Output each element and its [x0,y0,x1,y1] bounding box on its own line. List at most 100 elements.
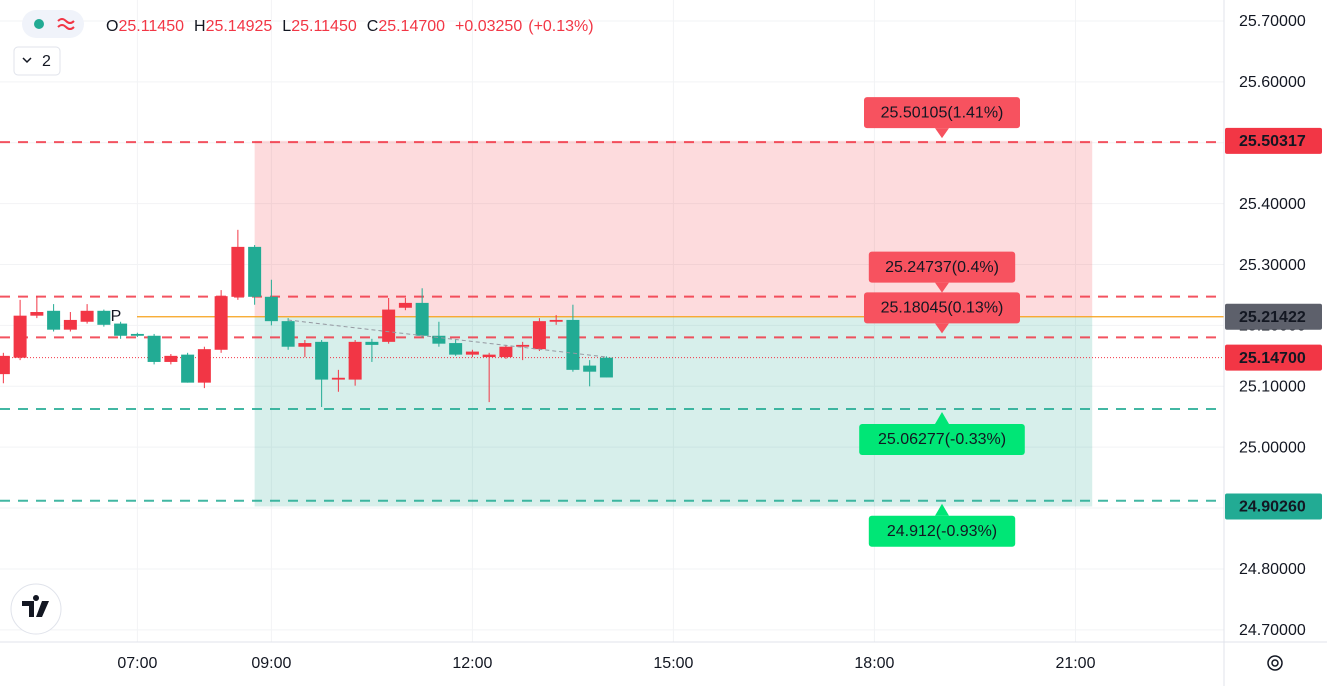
candle-body [465,351,479,355]
candle-body [30,312,44,316]
candle-body [449,343,463,355]
status-pill[interactable] [22,10,84,38]
level-label-box [868,515,1016,547]
price-tag-label: 25.21422 [1239,309,1306,326]
candle-body [47,310,61,330]
candle-body [0,355,10,375]
y-tick-label: 25.00000 [1239,439,1306,456]
settings-button[interactable] [1267,655,1283,671]
candle-body [365,341,379,345]
level-label: 25.18045(0.13%) [864,292,1020,334]
marker-label: P [111,308,122,325]
candle-body [63,319,77,330]
level-label-text: 25.06277(-0.33%) [878,431,1006,448]
y-tick-label: 24.80000 [1239,561,1306,578]
candle-body [281,321,295,347]
level-label-text: 25.18045(0.13%) [881,300,1004,317]
candle-body [197,349,211,383]
x-tick-label: 15:00 [653,655,693,672]
candle-body [599,357,613,378]
candle-body [214,296,228,350]
candle-body [147,335,161,362]
price-tag [1225,344,1322,371]
level-label-box [859,423,1025,455]
candle-body [181,354,195,383]
indicator-count: 2 [42,53,51,70]
price-tag [1225,493,1322,520]
price-tag-label: 24.90260 [1239,499,1306,516]
y-tick-label: 24.70000 [1239,622,1306,639]
level-label: 24.912(-0.93%) [868,503,1016,547]
candle-body [97,310,111,325]
price-tag-label: 25.14700 [1239,350,1306,367]
price-tag [1225,303,1322,330]
status-dot [34,19,44,29]
level-label-pointer [935,323,949,334]
x-tick-label: 21:00 [1055,655,1095,672]
gear-icon [1271,659,1279,667]
level-label: 25.06277(-0.33%) [859,411,1025,455]
x-tick-label: 09:00 [251,655,291,672]
level-label-pointer [935,128,949,139]
candle-body [80,310,94,322]
trend-line [287,319,607,358]
candle-body [398,302,412,308]
level-label: 25.50105(1.41%) [864,97,1020,139]
y-tick-label: 25.30000 [1239,257,1306,274]
indicator-toggle[interactable] [13,46,61,76]
y-tick-label: 25.10000 [1239,379,1306,396]
level-labels: 25.50105(1.41%) 25.24737(0.4%) 25.18045(0.… [859,97,1025,547]
logo [22,594,49,617]
level-label-box [864,97,1020,129]
candle-body [315,341,329,380]
candle-body [13,315,27,358]
profit-zone [254,140,1093,317]
candle-body [264,296,278,322]
candle-body [532,321,546,350]
y-tick-label: 25.70000 [1239,13,1306,30]
candle-body [566,319,580,370]
level-label-pointer [935,503,949,516]
price-tag [1225,127,1322,154]
axes: 25.7000025.6000025.5000025.4000025.30000… [117,13,1322,672]
candle-body [482,354,496,358]
y-tick-label: 25.40000 [1239,196,1306,213]
candle-body [516,344,530,347]
candle-body [348,341,362,380]
x-tick-label: 12:00 [452,655,492,672]
price-tag-label: 25.50317 [1239,133,1306,150]
level-label-text: 25.50105(1.41%) [881,104,1004,121]
level-label-pointer [935,282,949,293]
x-tick-label: 07:00 [117,655,157,672]
loss-zone [254,316,1093,507]
status-icon [57,18,75,30]
x-tick-label: 18:00 [854,655,894,672]
level-label-box [864,292,1020,324]
candle-body [164,355,178,362]
candle-body [432,335,446,344]
position-zones [254,140,1093,507]
level-label-box [868,251,1016,283]
logo-badge[interactable] [10,583,62,635]
level-label-text: 25.24737(0.4%) [885,259,999,276]
candle-body [248,246,262,297]
ohlc-header: O25.11450 H25.14925 L25.11450 C25.14700 +0.0… [106,18,594,35]
candle-body [130,333,144,336]
level-label: 25.24737(0.4%) [868,251,1016,293]
gear-icon [1267,655,1283,671]
level-label-pointer [935,411,949,424]
candle-body [499,346,513,358]
candle-body [549,319,563,322]
candle-body [583,365,597,372]
level-label-text: 24.912(-0.93%) [887,523,997,540]
y-tick-label: 25.60000 [1239,74,1306,91]
chevron-icon [22,57,32,64]
candle-body [331,377,345,380]
candle-body [231,246,245,297]
candle-body [415,302,429,336]
candle-body [382,309,396,342]
candle-body [298,343,312,347]
candles [0,229,613,407]
candle-body [114,323,128,336]
